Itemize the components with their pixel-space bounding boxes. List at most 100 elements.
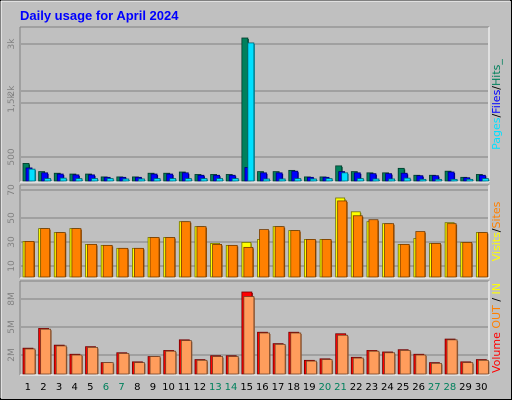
bar-pages-day-25: [403, 177, 411, 182]
bar-shadow: [144, 179, 146, 181]
bar-pages-day-30: [481, 178, 489, 182]
bar-shadow: [471, 243, 473, 277]
bar-sites-day-18: [290, 230, 301, 278]
bar-shadow: [113, 179, 115, 181]
bar-volume-day-21: [337, 334, 349, 375]
bar-shadow: [363, 359, 365, 374]
bar-shadow: [35, 170, 36, 181]
bar-shadow: [268, 230, 270, 277]
bar-volume-day-6: [102, 362, 114, 375]
bar-shadow: [300, 179, 302, 181]
bar-shadow: [422, 176, 424, 181]
bar-shadow: [316, 362, 318, 374]
bar-sites-day-29: [462, 242, 473, 278]
bar-volume-day-17: [274, 343, 286, 375]
bar-shadow: [65, 233, 67, 277]
bar-sites-day-6: [102, 244, 113, 278]
bar-shadow: [440, 244, 442, 277]
bar-shadow: [206, 179, 208, 181]
bar-sites-day-8: [134, 247, 144, 278]
y-tick-label: 5M: [7, 320, 17, 334]
bar-volume-day-26: [415, 354, 427, 375]
bar-volume-day-23: [368, 350, 380, 375]
bar-shadow: [253, 297, 255, 374]
bar-sites-day-27: [431, 243, 441, 278]
bar-shadow: [174, 238, 176, 277]
x-tick-label-day-10: 10: [162, 382, 175, 393]
bar-shadow: [331, 240, 333, 277]
bar-shadow: [221, 245, 223, 277]
bar-shadow: [191, 341, 193, 374]
bar-sites-day-24: [384, 223, 394, 278]
bar-pages-day-9: [153, 178, 161, 182]
bar-volume-day-25: [399, 350, 411, 375]
bar-shadow: [160, 179, 162, 181]
x-tick-label-day-4: 4: [72, 382, 78, 393]
y-tick-label: 30: [7, 236, 17, 248]
bar-shadow: [238, 179, 240, 181]
x-tick-label-day-22: 22: [350, 382, 363, 393]
y-tick-label: 70: [7, 184, 17, 196]
bar-sites-day-12: [196, 226, 207, 278]
bar-shadow: [252, 248, 254, 277]
bar-shadow: [391, 174, 393, 181]
bar-volume-day-3: [55, 345, 67, 375]
bar-shadow: [347, 173, 349, 181]
x-tick-label-day-13: 13: [209, 382, 222, 393]
bar-shadow: [360, 173, 362, 181]
bar-pages-day-8: [138, 178, 145, 182]
x-tick-label-day-8: 8: [134, 382, 140, 393]
y-tick-label: 3k: [7, 38, 17, 50]
bar-shadow: [175, 352, 177, 374]
bar-pages-day-6: [106, 178, 114, 182]
bar-shadow: [112, 246, 114, 277]
bar-sites-day-4: [71, 228, 82, 278]
y-tick-label: 50: [7, 212, 17, 224]
bar-pages-day-20: [325, 178, 333, 182]
bar-pages-day-2: [44, 178, 52, 182]
bar-sites-day-13: [212, 244, 223, 278]
bar-volume-day-28: [446, 339, 458, 375]
x-tick-label-day-28: 28: [444, 382, 457, 393]
bar-shadow: [175, 179, 177, 181]
bar-shadow: [97, 179, 99, 181]
bar-pages-day-14: [231, 178, 239, 182]
x-tick-label-day-23: 23: [365, 382, 378, 393]
bar-shadow: [50, 179, 52, 181]
bar-pages-day-16: [263, 178, 270, 182]
bar-shadow: [205, 227, 207, 277]
bar-shadow: [81, 356, 83, 374]
bar-shadow: [128, 354, 130, 374]
bar-shadow: [35, 349, 36, 374]
bar-shadow: [457, 180, 459, 181]
bar-shadow: [378, 352, 380, 374]
bar-sites-day-22: [352, 215, 363, 278]
x-tick-label-day-29: 29: [459, 382, 472, 393]
bar-shadow: [282, 173, 284, 181]
bar-sites-day-17: [274, 226, 285, 278]
bar-shadow: [297, 172, 299, 181]
bar-shadow: [96, 245, 98, 277]
bar-volume-day-1: [24, 348, 36, 375]
bar-shadow: [190, 222, 192, 277]
bar-pages-day-23: [372, 178, 380, 182]
x-tick-label-day-17: 17: [272, 382, 285, 393]
x-tick-label-day-11: 11: [178, 382, 191, 393]
bar-shadow: [316, 179, 318, 181]
bar-pages-day-15: [247, 42, 255, 182]
bar-sites-day-23: [368, 219, 379, 278]
bar-shadow: [238, 357, 240, 374]
legend-entry: Hits: [490, 64, 503, 86]
bar-shadow: [80, 229, 82, 277]
bar-shadow: [425, 356, 427, 374]
bar-pages-day-19: [309, 178, 317, 182]
bar-pages-day-11: [184, 178, 192, 182]
bar-shadow: [487, 233, 489, 277]
bar-volume-day-19: [305, 360, 317, 375]
bar-shadow: [347, 336, 349, 374]
bar-shadow: [50, 330, 52, 374]
bar-sites-day-10: [165, 237, 176, 278]
bar-shadow: [441, 364, 443, 374]
panel-volume: 2M 5M 8M Volume OUT / IN: [7, 280, 503, 376]
